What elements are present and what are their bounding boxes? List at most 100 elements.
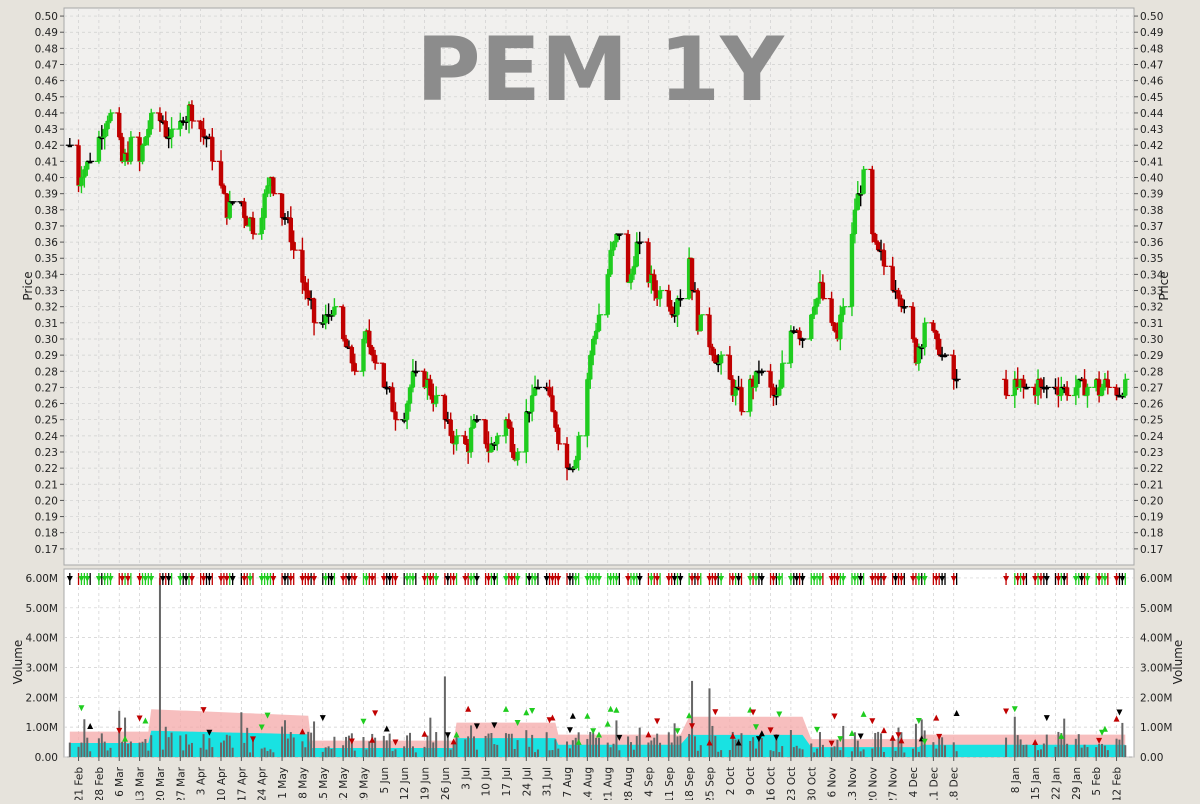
ohlc-body: [102, 129, 107, 138]
volume-bar: [548, 750, 551, 757]
volume-marker: [590, 728, 597, 735]
volume-bar: [1016, 735, 1019, 757]
x-tick-label: 24 Apr: [257, 766, 269, 800]
strip-marker: [1003, 576, 1010, 582]
volume-bar: [307, 731, 310, 757]
ohlc-body: [692, 290, 698, 293]
price-tick-label-right: 0.24: [1140, 431, 1164, 443]
volume-bar: [327, 746, 330, 757]
volume-bar: [269, 749, 272, 757]
price-bars: [65, 100, 1130, 481]
strip-marker: [654, 576, 661, 582]
volume-bar: [504, 733, 507, 757]
price-tick-label-right: 0.39: [1140, 189, 1163, 201]
ohlc-bar: [737, 378, 746, 416]
ohlc-body: [381, 363, 387, 388]
volume-bar: [647, 742, 650, 757]
price-tick-label-right: 0.29: [1140, 350, 1163, 362]
volume-bar: [691, 680, 694, 757]
ohlc-bar: [839, 298, 848, 323]
volume-bar: [394, 749, 397, 757]
price-tick-label-right: 0.17: [1140, 544, 1163, 556]
volume-marker: [200, 707, 207, 714]
price-tick-label-left: 0.35: [35, 253, 58, 265]
strip-marker: [555, 576, 562, 582]
ohlc-body: [474, 419, 480, 422]
ohlc-body: [707, 314, 712, 348]
volume-top-strip: [66, 573, 1126, 585]
strip-marker: [875, 576, 882, 582]
volume-axis-label-right: Volume: [1171, 640, 1185, 685]
ohlc-body: [669, 306, 674, 315]
volume-bar: [891, 735, 894, 757]
strip-marker: [281, 576, 288, 582]
strip-marker: [78, 576, 85, 582]
volume-bar: [818, 732, 821, 757]
price-tick-label-left: 0.26: [35, 399, 59, 411]
ohlc-body: [951, 355, 956, 380]
price-tick-label-right: 0.21: [1140, 479, 1163, 491]
volume-marker: [828, 740, 835, 747]
ohlc-body: [646, 242, 651, 283]
volume-bar: [862, 749, 865, 757]
strip-marker: [485, 576, 492, 582]
volume-bar: [80, 742, 83, 757]
x-tick-label: 26 Jun: [440, 767, 452, 800]
ohlc-body: [425, 379, 430, 388]
ohlc-body: [1102, 379, 1108, 388]
volume-axis-label-left: Volume: [11, 640, 25, 685]
ohlc-body: [160, 121, 166, 124]
strip-marker: [392, 576, 399, 582]
ohlc-body: [753, 371, 759, 388]
price-tick-label-right: 0.41: [1140, 156, 1163, 168]
ohlc-body: [556, 427, 561, 444]
price-tick-label-left: 0.40: [35, 173, 58, 185]
ohlc-body: [463, 435, 468, 444]
volume-bar: [89, 751, 92, 757]
ohlc-body: [285, 217, 291, 220]
strip-marker: [793, 576, 800, 582]
volume-bar: [467, 736, 470, 757]
ohlc-body: [367, 330, 372, 348]
ohlc-body: [509, 427, 514, 452]
ohlc-body: [247, 217, 253, 226]
x-tick-label: 27 Nov: [888, 767, 900, 800]
ohlc-bar: [167, 117, 176, 149]
volume-bar: [772, 751, 775, 757]
ohlc-body: [1114, 387, 1119, 396]
volume-bar: [1086, 747, 1089, 757]
volume-marker: [953, 709, 960, 716]
price-tick-label-right: 0.23: [1140, 447, 1163, 459]
ohlc-body: [323, 314, 328, 323]
volume-bar: [781, 746, 784, 757]
volume-bar: [740, 733, 743, 757]
volume-bar: [150, 735, 153, 757]
ohlc-body: [899, 298, 904, 307]
strip-marker: [921, 576, 928, 582]
ohlc-body: [800, 338, 805, 341]
volume-bar: [342, 745, 345, 757]
strip-marker: [892, 576, 899, 582]
price-tick-label-left: 0.39: [35, 189, 58, 201]
strip-marker: [468, 576, 475, 582]
volume-bar: [1022, 745, 1025, 757]
strip-marker: [136, 576, 143, 582]
volume-tick-label-left: 6.00M: [26, 573, 58, 585]
price-tick-label-left: 0.47: [35, 60, 58, 72]
volume-bar: [944, 745, 947, 757]
ohlc-body: [303, 282, 308, 291]
ohlc-body: [370, 347, 375, 356]
x-tick-label: 8 Jan: [1010, 767, 1022, 793]
volume-bar: [493, 744, 496, 757]
strip-marker: [950, 576, 957, 582]
ohlc-bar: [574, 431, 583, 471]
strip-marker: [694, 576, 701, 582]
ohlc-body: [157, 112, 163, 122]
ohlc-bar: [778, 350, 787, 389]
ohlc-body: [428, 379, 433, 396]
ohlc-bar: [1103, 370, 1112, 395]
price-tick-label-right: 0.27: [1140, 382, 1163, 394]
price-tick-label-right: 0.37: [1140, 221, 1163, 233]
ohlc-body: [431, 395, 436, 404]
x-tick-label: 24 Jul: [521, 767, 533, 796]
